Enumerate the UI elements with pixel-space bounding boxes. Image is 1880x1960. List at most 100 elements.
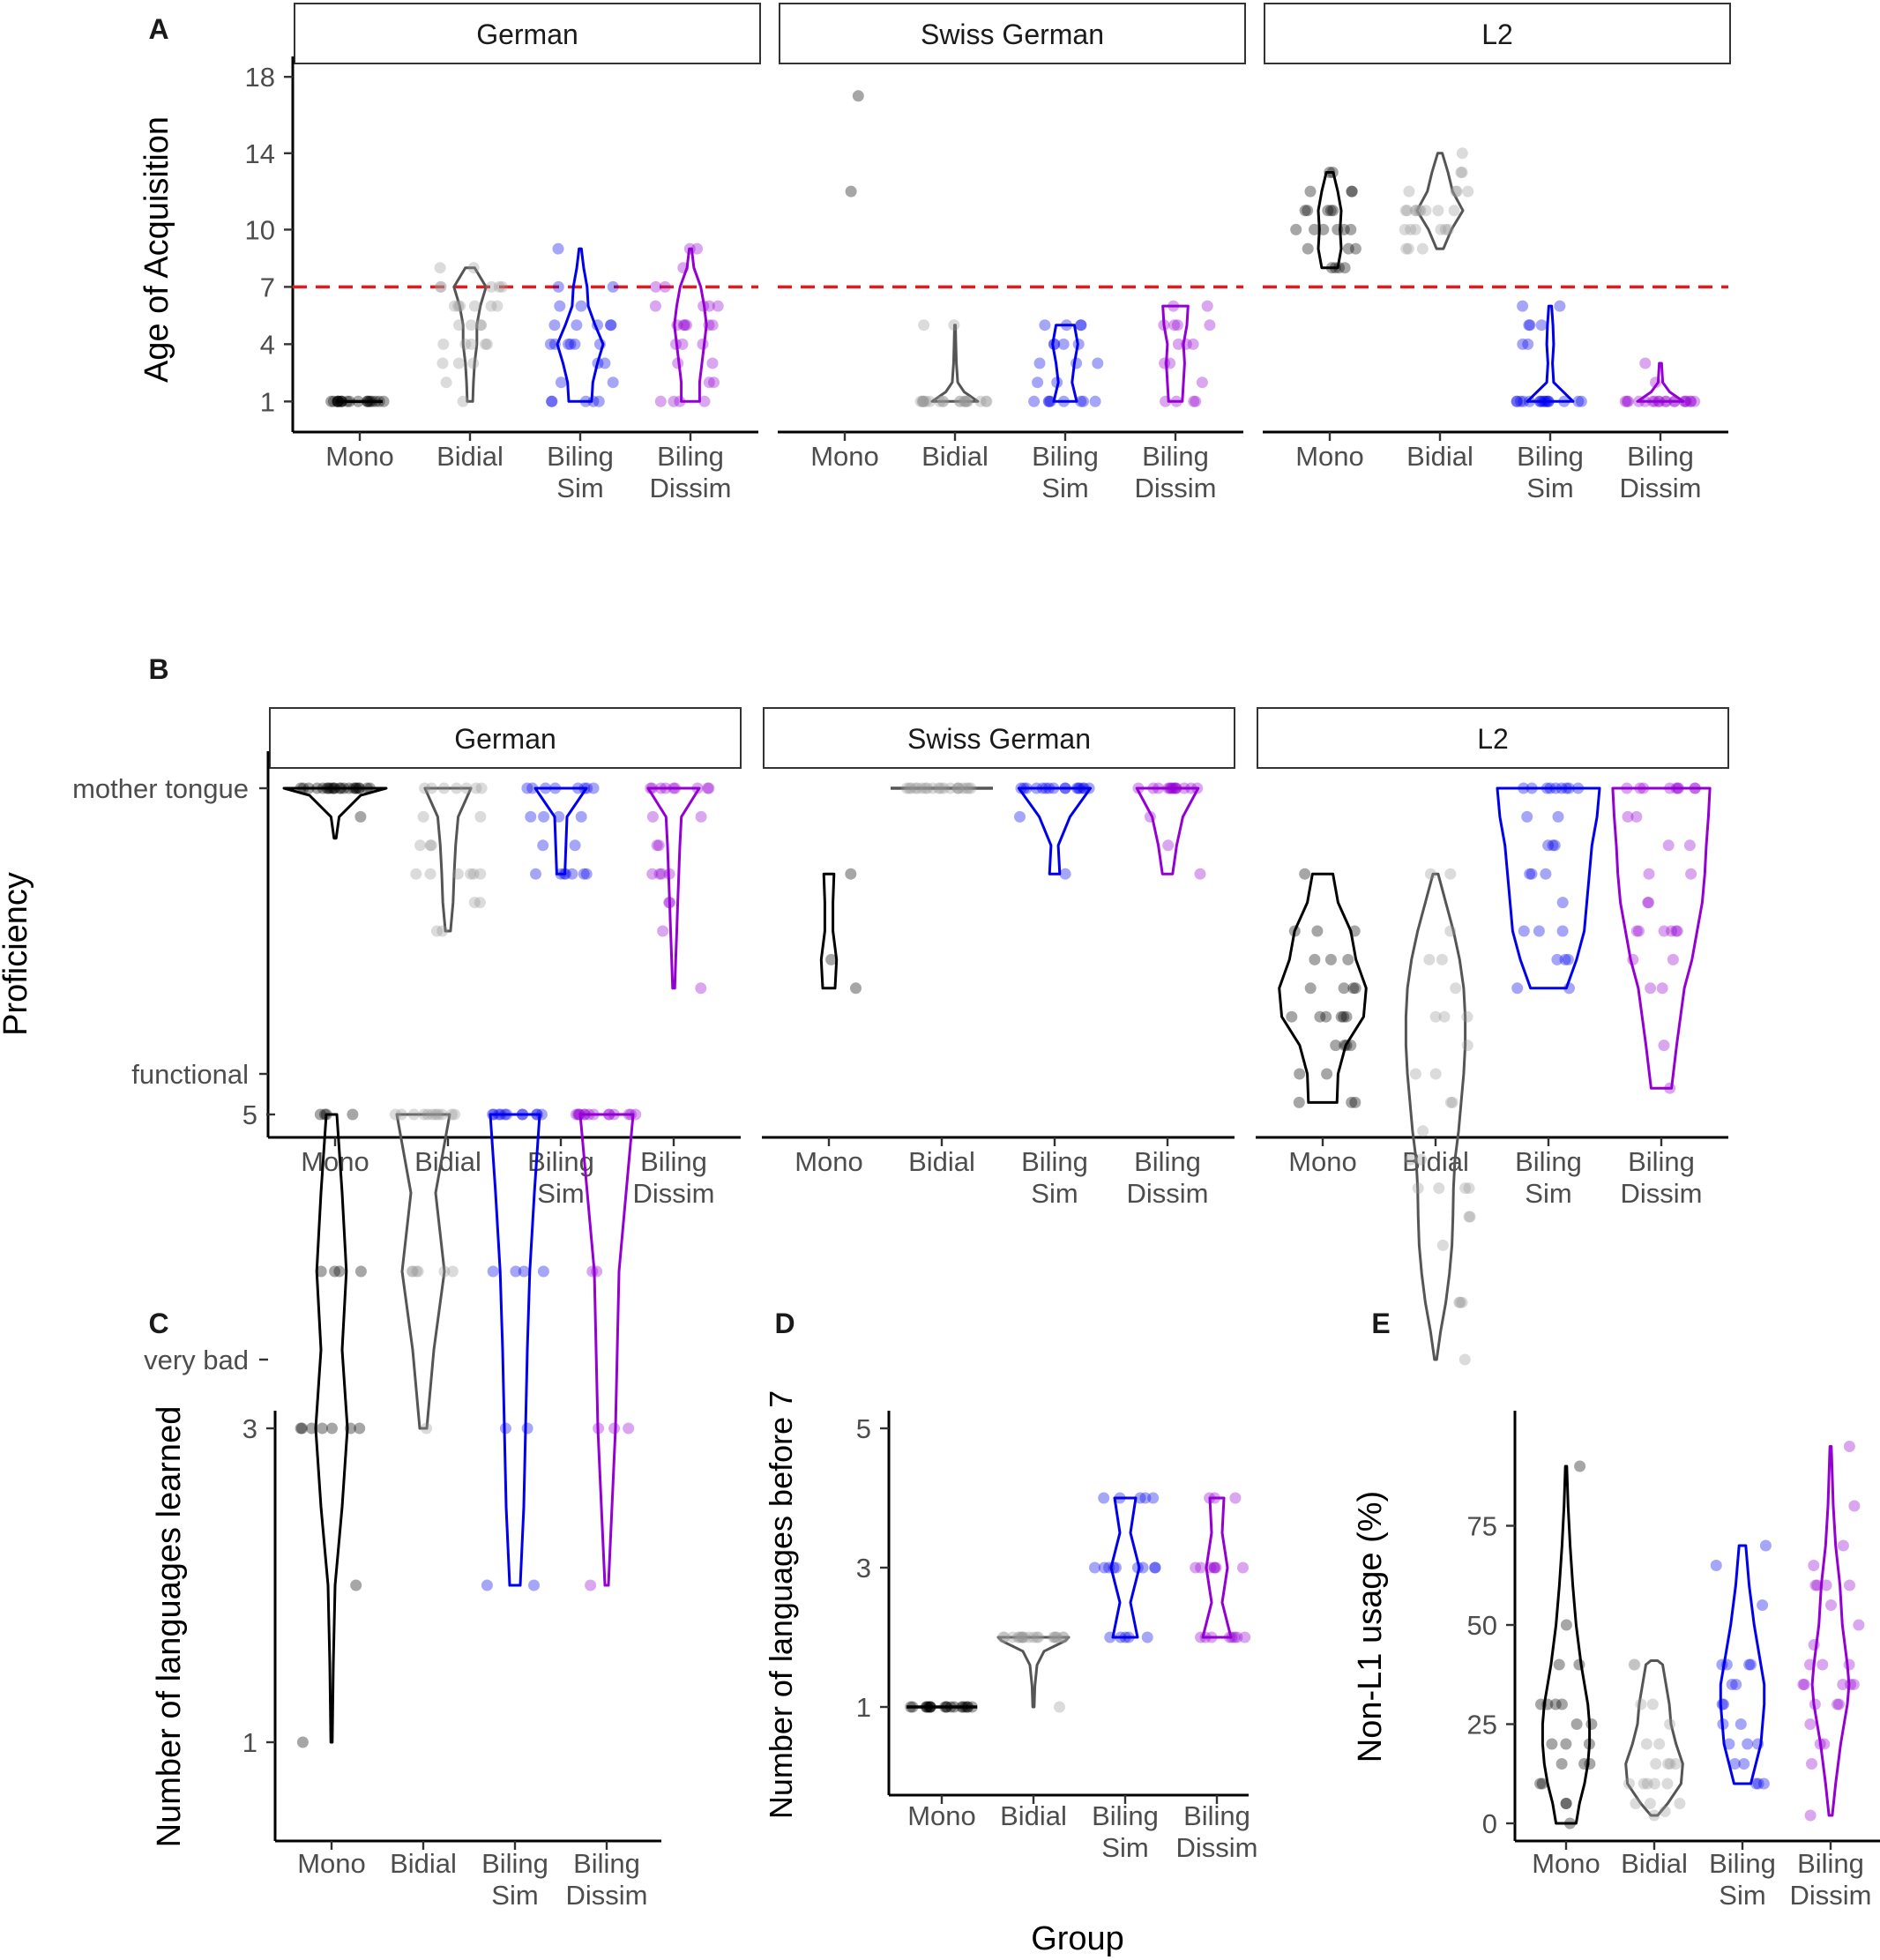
data-point — [1423, 953, 1436, 965]
data-point — [587, 395, 600, 407]
data-point — [1160, 395, 1172, 407]
data-point — [676, 338, 689, 350]
data-point — [1583, 1738, 1595, 1750]
data-point — [1634, 782, 1646, 794]
data-point — [1013, 1631, 1026, 1643]
data-point — [1563, 1817, 1576, 1830]
category-label: Biling — [1183, 1800, 1250, 1831]
data-point — [333, 1265, 346, 1278]
violin-biling-dissim — [1135, 786, 1200, 876]
violin-biling-dissim — [1636, 361, 1685, 403]
data-point — [1346, 185, 1358, 197]
y-tick-label: 25 — [1467, 1710, 1497, 1740]
data-point — [555, 376, 567, 389]
data-point — [1149, 1561, 1161, 1574]
data-point — [1400, 242, 1413, 255]
category-label: Biling — [1134, 1146, 1201, 1177]
violin-bidial — [996, 1636, 1071, 1709]
data-point — [703, 376, 715, 389]
data-point — [608, 1422, 621, 1435]
y-tick-label: 1 — [856, 1692, 871, 1723]
facet-strip-label: Swiss German — [907, 723, 1091, 755]
data-point — [1662, 839, 1675, 852]
data-point — [997, 1631, 1009, 1643]
data-point — [932, 782, 944, 794]
data-point — [1524, 868, 1536, 880]
data-point — [566, 868, 578, 880]
y-tick-label: 5 — [242, 1099, 257, 1130]
data-point — [1456, 1296, 1468, 1308]
data-point — [563, 338, 574, 350]
data-point — [1622, 395, 1634, 407]
data-point — [1853, 1619, 1865, 1631]
data-point — [1541, 782, 1553, 794]
data-point — [1435, 223, 1447, 235]
data-point — [1349, 1096, 1362, 1108]
data-point — [1205, 1561, 1217, 1574]
data-point — [1671, 925, 1683, 937]
data-point — [1123, 1631, 1135, 1643]
data-point — [623, 1422, 635, 1435]
data-point — [905, 782, 917, 794]
data-point — [1735, 1718, 1747, 1730]
data-point — [1170, 782, 1182, 794]
category-label: Sim — [537, 1178, 584, 1209]
data-point — [1511, 395, 1523, 407]
data-point — [475, 782, 488, 794]
data-point — [670, 338, 682, 350]
data-point — [1563, 982, 1575, 995]
data-point — [672, 357, 684, 369]
data-point — [1059, 868, 1071, 880]
data-point — [1723, 1738, 1735, 1750]
data-point — [480, 338, 491, 350]
data-point — [1670, 782, 1682, 794]
violin-bidial — [1404, 872, 1467, 1361]
data-point — [325, 395, 338, 407]
data-point — [649, 300, 661, 312]
data-point — [578, 782, 591, 794]
data-point — [923, 395, 936, 407]
data-point — [1185, 782, 1197, 794]
data-point — [328, 782, 340, 794]
data-point — [395, 1108, 407, 1121]
data-point — [1658, 925, 1670, 937]
data-point — [343, 395, 355, 407]
data-point — [602, 1108, 615, 1121]
data-point — [419, 782, 431, 794]
category-label: Mono — [1288, 1146, 1357, 1177]
data-point — [914, 395, 927, 407]
data-point — [959, 395, 971, 407]
data-point — [1639, 395, 1652, 407]
data-point — [1556, 925, 1569, 937]
data-point — [1680, 395, 1692, 407]
data-point — [1429, 1010, 1442, 1023]
data-point — [474, 319, 487, 332]
data-point — [1051, 1631, 1063, 1643]
data-point — [1526, 782, 1538, 794]
data-point — [1630, 925, 1643, 937]
data-point — [1806, 1758, 1817, 1770]
data-point — [1195, 1561, 1207, 1574]
data-point — [1843, 1441, 1855, 1452]
data-point — [528, 1579, 540, 1591]
data-point — [414, 839, 426, 852]
data-point — [1456, 147, 1468, 160]
data-point — [1544, 782, 1556, 794]
data-point — [296, 1422, 308, 1435]
data-point — [1048, 338, 1060, 350]
data-point — [948, 1701, 960, 1713]
data-point — [1169, 782, 1182, 794]
data-point — [1165, 782, 1177, 794]
data-point — [470, 782, 482, 794]
data-point — [1078, 395, 1089, 407]
data-point — [453, 319, 465, 332]
data-point — [571, 319, 583, 332]
data-point — [1833, 1698, 1845, 1710]
category-label: Dissim — [566, 1880, 648, 1911]
data-point — [1309, 223, 1320, 235]
data-point — [1432, 205, 1444, 217]
data-point — [624, 1108, 637, 1121]
data-point — [1518, 782, 1530, 794]
data-point — [569, 338, 581, 350]
